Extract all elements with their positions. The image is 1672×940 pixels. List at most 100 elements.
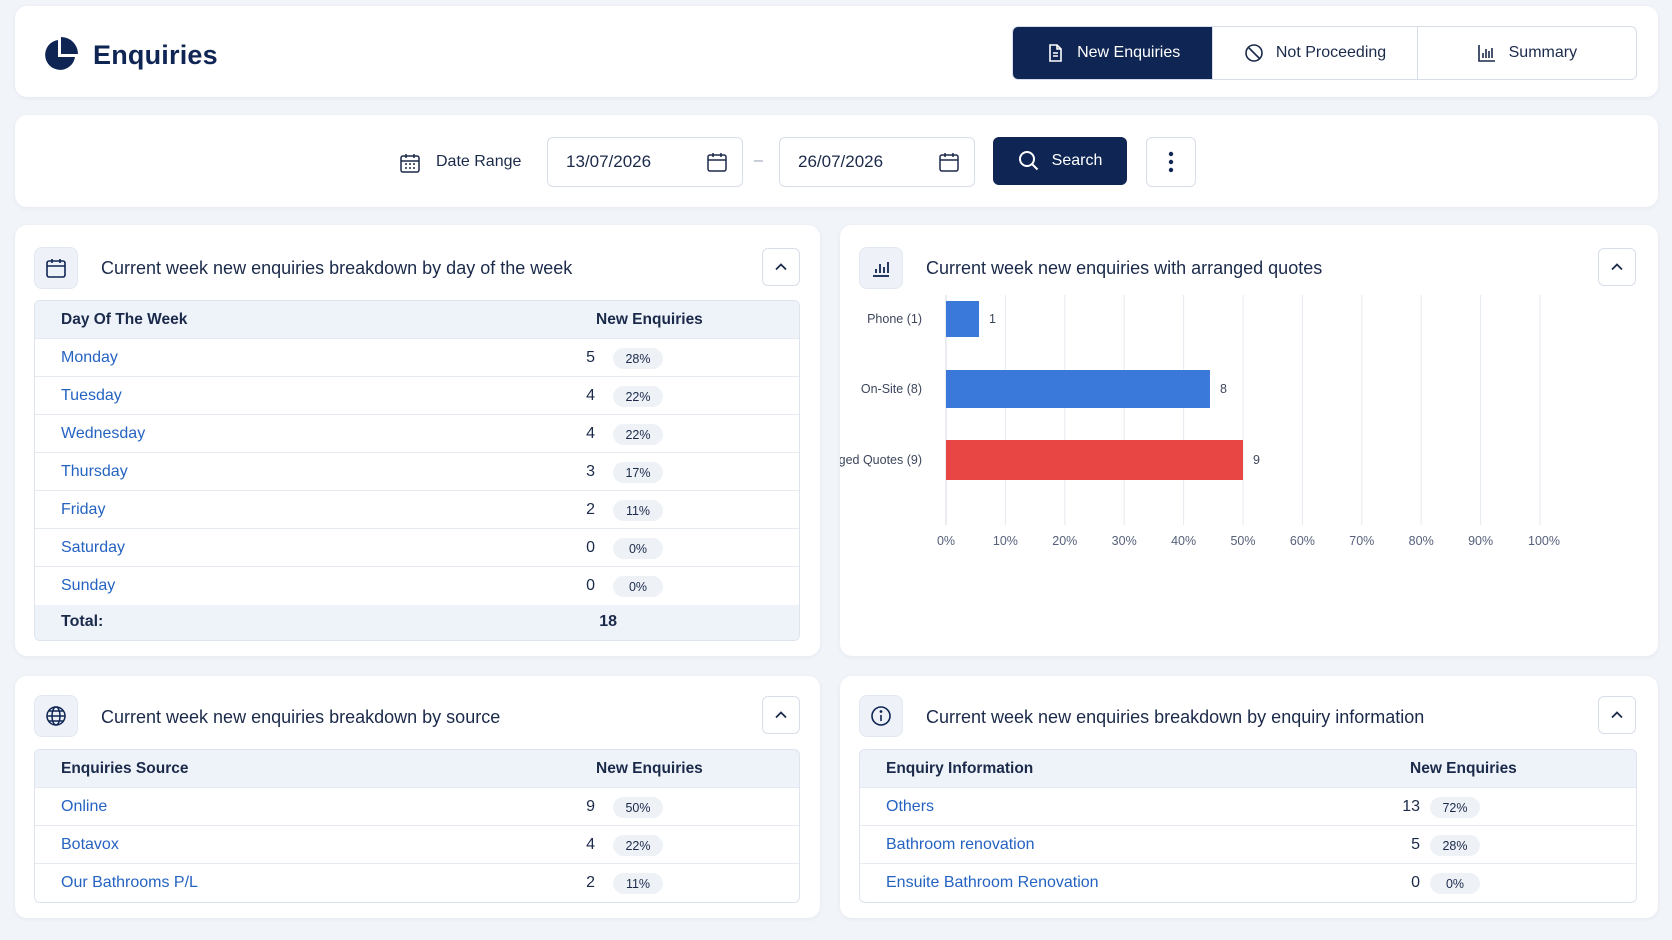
col-header-new-enquiries: New Enquiries: [596, 760, 703, 777]
panel-title: Current week new enquiries breakdown by …: [926, 707, 1425, 727]
chevron-up-icon: [1611, 263, 1623, 271]
table-header: Enquiry Information New Enquiries: [860, 750, 1636, 788]
calendar-icon[interactable]: [938, 151, 960, 173]
search-button[interactable]: Search: [993, 137, 1127, 185]
percent-badge: 17%: [613, 462, 663, 483]
row-name-link[interactable]: Friday: [61, 501, 106, 518]
row-name-link[interactable]: Others: [886, 798, 935, 815]
pie-chart-icon: [45, 37, 78, 70]
chevron-up-icon: [1611, 711, 1623, 719]
percent-badge: 0%: [613, 576, 663, 597]
col-header-enquiry-information: Enquiry Information: [886, 760, 1034, 777]
percent-badge: 0%: [1430, 873, 1480, 894]
collapse-button[interactable]: [1598, 696, 1636, 734]
row-name-link[interactable]: Monday: [61, 349, 118, 366]
collapse-button[interactable]: [762, 696, 800, 734]
table-row: Wednesday 4 22%: [35, 415, 799, 453]
row-count: 4: [586, 387, 595, 404]
more-options-button[interactable]: [1146, 137, 1196, 187]
table-row: Our Bathrooms P/L 2 11%: [35, 864, 799, 902]
row-name-link[interactable]: Our Bathrooms P/L: [61, 874, 198, 891]
category-label: Unarranged Quotes (9): [840, 453, 922, 467]
x-tick-label: 50%: [1230, 534, 1255, 548]
panel-title: Current week new enquiries breakdown by …: [101, 707, 501, 727]
view-tabs: New Enquiries Not Proceeding Summary: [1012, 26, 1637, 80]
info-breakdown-panel: Current week new enquiries breakdown by …: [840, 676, 1658, 918]
row-count: 2: [586, 874, 595, 891]
row-count: 3: [586, 463, 595, 480]
info-table: Enquiry Information New Enquiries Others…: [859, 749, 1637, 903]
row-name-link[interactable]: Ensuite Bathroom Renovation: [886, 874, 1099, 891]
calendar-icon[interactable]: [706, 151, 728, 173]
tab-label: Summary: [1508, 44, 1578, 61]
x-tick-label: 20%: [1052, 534, 1077, 548]
date-range-label: Date Range: [436, 153, 522, 170]
table-row: Online 9 50%: [35, 788, 799, 826]
search-icon: [1018, 151, 1038, 171]
date-from-value: 13/07/2026: [566, 152, 652, 171]
table-row: Saturday 0 0%: [35, 529, 799, 567]
tab-not-proceeding[interactable]: Not Proceeding: [1213, 27, 1418, 79]
table-row: Botavox 4 22%: [35, 826, 799, 864]
data-label: 1: [989, 312, 996, 326]
row-name-link[interactable]: Online: [61, 798, 108, 815]
x-tick-label: 60%: [1290, 534, 1315, 548]
info-icon: [859, 695, 903, 737]
percent-badge: 11%: [613, 873, 663, 894]
total-label: Total:: [61, 613, 104, 630]
date-to-input[interactable]: 26/07/2026: [779, 137, 975, 187]
row-count: 0: [586, 539, 595, 556]
document-icon: [1049, 44, 1062, 62]
row-name-link[interactable]: Tuesday: [61, 387, 122, 404]
row-count: 5: [586, 349, 595, 366]
tab-new-enquiries[interactable]: New Enquiries: [1013, 27, 1214, 79]
tab-label: New Enquiries: [1077, 44, 1181, 61]
row-name-link[interactable]: Thursday: [61, 463, 128, 480]
calendar-icon: [34, 247, 78, 289]
bar-chart-icon: [859, 247, 903, 289]
row-count: 9: [586, 798, 595, 815]
range-separator: –: [754, 152, 763, 169]
tab-label: Not Proceeding: [1275, 44, 1387, 61]
row-name-link[interactable]: Sunday: [61, 577, 116, 594]
col-header-source: Enquiries Source: [61, 760, 189, 777]
x-tick-label: 0%: [937, 534, 955, 548]
row-count: 2: [586, 501, 595, 518]
table-row: Ensuite Bathroom Renovation 0 0%: [860, 864, 1636, 902]
percent-badge: 22%: [613, 386, 663, 407]
date-to-value: 26/07/2026: [798, 152, 884, 171]
panel-title: Current week new enquiries breakdown by …: [101, 258, 573, 278]
row-count: 0: [1411, 874, 1420, 891]
percent-badge: 22%: [613, 835, 663, 856]
total-value: 18: [599, 613, 617, 630]
table-header: Enquiries Source New Enquiries: [35, 750, 799, 788]
table-header: Day Of The Week New Enquiries: [35, 301, 799, 339]
tab-summary[interactable]: Summary: [1418, 27, 1636, 79]
row-name-link[interactable]: Saturday: [61, 539, 126, 556]
col-header-new-enquiries: New Enquiries: [1410, 760, 1517, 777]
source-breakdown-panel: Current week new enquiries breakdown by …: [15, 676, 820, 918]
bar: [946, 440, 1243, 480]
row-name-link[interactable]: Wednesday: [61, 425, 146, 442]
collapse-button[interactable]: [762, 248, 800, 286]
quotes-chart-panel: Current week new enquiries with arranged…: [840, 225, 1658, 656]
panel-title: Current week new enquiries with arranged…: [926, 258, 1323, 278]
day-table: Day Of The Week New Enquiries Monday 5 28%…: [34, 300, 800, 641]
date-from-input[interactable]: 13/07/2026: [547, 137, 743, 187]
percent-badge: 28%: [613, 348, 663, 369]
col-header-new-enquiries: New Enquiries: [596, 311, 703, 328]
row-count: 4: [586, 425, 595, 442]
filter-bar: Date Range 13/07/2026 – 26/07/2026 Searc…: [15, 115, 1658, 207]
row-name-link[interactable]: Bathroom renovation: [886, 836, 1035, 853]
x-tick-label: 10%: [993, 534, 1018, 548]
row-name-link[interactable]: Botavox: [61, 836, 119, 853]
col-header-day: Day Of The Week: [61, 311, 188, 328]
chevron-up-icon: [775, 263, 787, 271]
percent-badge: 72%: [1430, 797, 1480, 818]
percent-badge: 11%: [613, 500, 663, 521]
calendar-icon: [400, 154, 420, 173]
data-label: 8: [1220, 382, 1227, 396]
collapse-button[interactable]: [1598, 248, 1636, 286]
table-row: Sunday 0 0%: [35, 567, 799, 605]
category-label: Phone (1): [867, 312, 922, 326]
